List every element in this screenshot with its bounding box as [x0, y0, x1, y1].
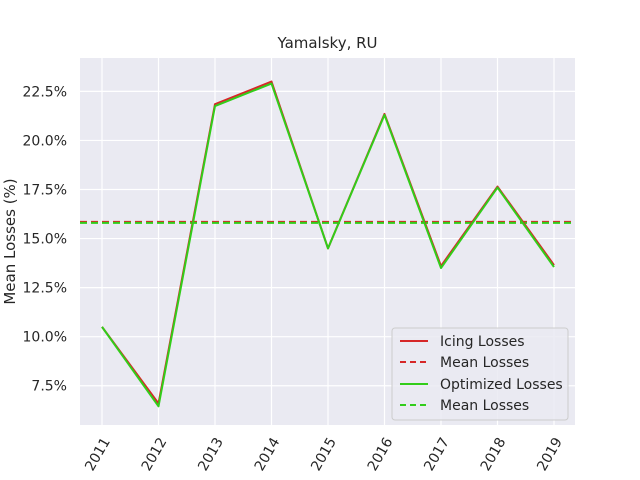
y-tick-label: 17.5% — [23, 182, 67, 198]
series-line-2 — [101, 82, 555, 408]
legend-label-optimized-losses: Optimized Losses — [440, 377, 563, 393]
mean-lines — [80, 220, 575, 224]
x-tick-label: 2016 — [365, 435, 397, 474]
x-tick-label: 2014 — [252, 435, 284, 474]
grid-lines — [80, 58, 575, 425]
x-tick-labels: 2011 2012 2013 2014 2015 2016 2017 2018 2019 — [82, 435, 566, 474]
x-tick-label: 2018 — [478, 435, 510, 474]
x-tick-label: 2017 — [421, 435, 453, 474]
x-tick-label: 2012 — [139, 435, 171, 474]
y-tick-label: 20.0% — [23, 133, 67, 149]
y-tick-label: 22.5% — [23, 84, 67, 100]
legend: Icing Losses Mean Losses Optimized Losse… — [391, 327, 569, 421]
x-tick-label: 2019 — [534, 435, 566, 474]
y-axis-label: Mean Losses (%) — [1, 178, 19, 304]
legend-label-mean-losses-red: Mean Losses — [440, 355, 529, 371]
legend-label-icing-losses: Icing Losses — [440, 334, 525, 350]
y-tick-label: 15.0% — [23, 232, 67, 248]
legend-box — [391, 327, 569, 421]
legend-label-mean-losses-green: Mean Losses — [440, 398, 529, 414]
y-tick-labels: 7.5% 10.0% 12.5% 15.0% 17.5% 20.0% 22.5% — [23, 84, 67, 394]
x-tick-label: 2011 — [82, 435, 114, 474]
y-tick-label: 7.5% — [31, 379, 67, 395]
chart-title: Yamalsky, RU — [276, 34, 377, 52]
y-tick-label: 10.0% — [23, 330, 67, 346]
series-lines — [101, 80, 555, 408]
y-tick-label: 12.5% — [23, 281, 67, 297]
x-tick-label: 2015 — [308, 435, 340, 474]
x-tick-label: 2013 — [195, 435, 227, 474]
